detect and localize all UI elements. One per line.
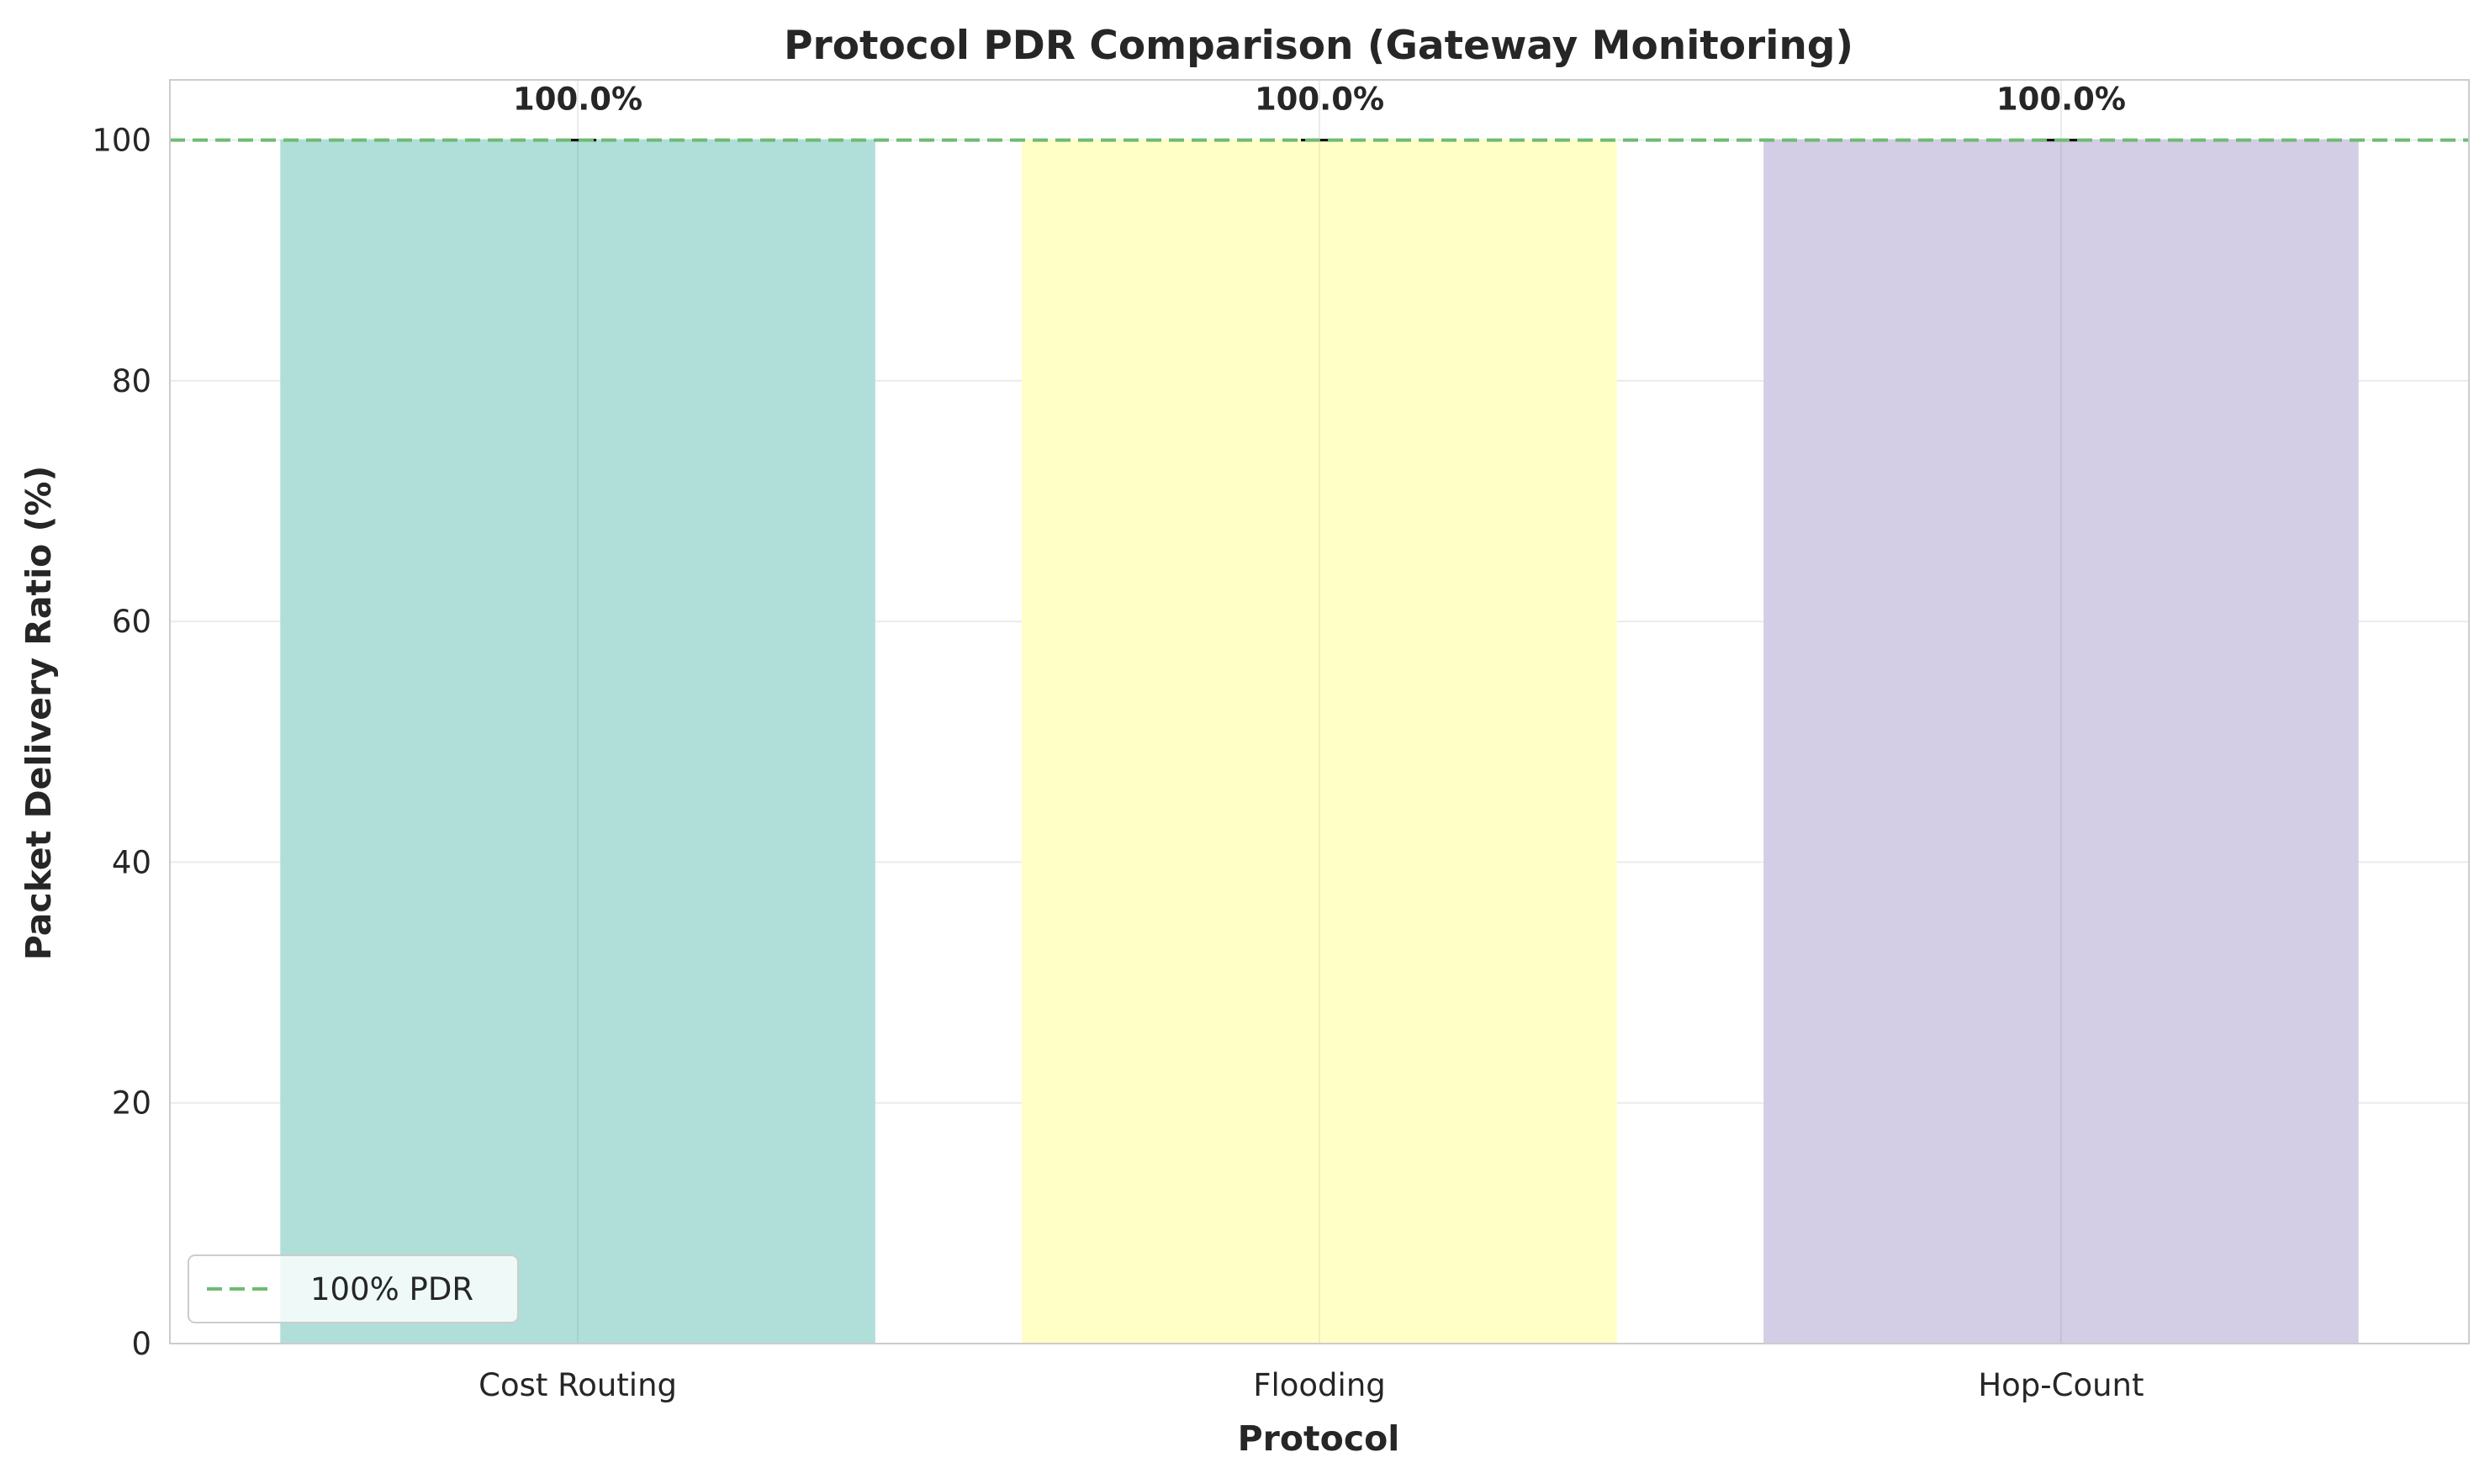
value-label: 100.0% <box>1996 82 2126 118</box>
bar-cost-routing <box>280 139 875 1345</box>
y-tick-label: 20 <box>112 1085 151 1122</box>
value-label: 100.0% <box>513 82 642 118</box>
legend-label: 100% PDR <box>310 1271 473 1307</box>
y-tick-label: 40 <box>112 844 151 880</box>
plot-frame <box>169 79 2470 1344</box>
x-tick-label: Hop-Count <box>1978 1367 2144 1403</box>
legend-box <box>188 1254 519 1323</box>
y-tick-label: 0 <box>131 1326 151 1362</box>
x-axis-title: Protocol <box>1238 1418 1400 1459</box>
x-tick-label: Cost Routing <box>478 1367 677 1403</box>
y-tick-label: 60 <box>112 604 151 640</box>
x-tick-label: Flooding <box>1253 1367 1386 1403</box>
value-label: 100.0% <box>1255 82 1384 118</box>
bar-hop-count <box>1763 139 2359 1345</box>
chart-title: Protocol PDR Comparison (Gateway Monitor… <box>784 23 1853 69</box>
y-tick-label: 100 <box>92 123 151 159</box>
y-axis-title: Packet Delivery Ratio (%) <box>19 466 59 960</box>
y-tick-label: 80 <box>112 363 151 399</box>
bar-flooding <box>1022 139 1617 1345</box>
